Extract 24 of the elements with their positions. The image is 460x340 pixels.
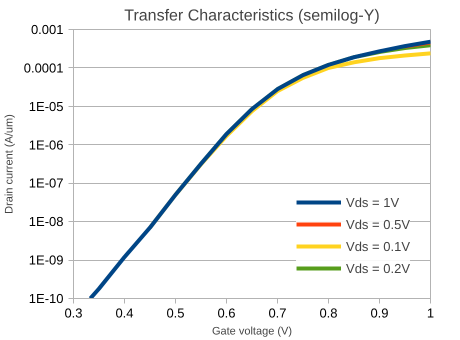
legend-label: Vds = 1V (346, 194, 400, 210)
line-series (88, 40, 430, 298)
y-axis-title: Drain current (A/um) (4, 114, 16, 214)
x-tick-label: 0.9 (370, 306, 389, 320)
y-tick-label: 1E-06 (28, 137, 64, 152)
chart-title: Transfer Characteristics (semilog-Y) (124, 8, 380, 24)
x-tick-label: 0.3 (64, 306, 83, 320)
y-tick-label: 1E-08 (28, 214, 64, 230)
y-tick-label: 1E-09 (28, 252, 64, 268)
y-tick-label: 1E-10 (28, 291, 64, 306)
x-tick-label: 0.7 (268, 306, 287, 320)
legend-label: Vds = 0.5V (346, 216, 410, 232)
y-tick-label: 1E-05 (28, 98, 64, 114)
legend-label: Vds = 0.2V (346, 260, 410, 276)
x-tick-label: 1 (426, 306, 434, 320)
y-tick-label: 0.0001 (24, 60, 64, 76)
x-tick-label: 0.4 (115, 306, 134, 320)
legend-label: Vds = 0.1V (346, 238, 410, 254)
y-tick-label: 0.001 (30, 22, 64, 37)
y-tick-label: 1E-07 (28, 176, 64, 191)
x-axis-title: Gate voltage (V) (212, 326, 292, 338)
x-tick-label: 0.6 (217, 306, 236, 320)
x-tick-label: 0.5 (166, 306, 185, 320)
x-tick-label: 0.8 (319, 306, 338, 320)
